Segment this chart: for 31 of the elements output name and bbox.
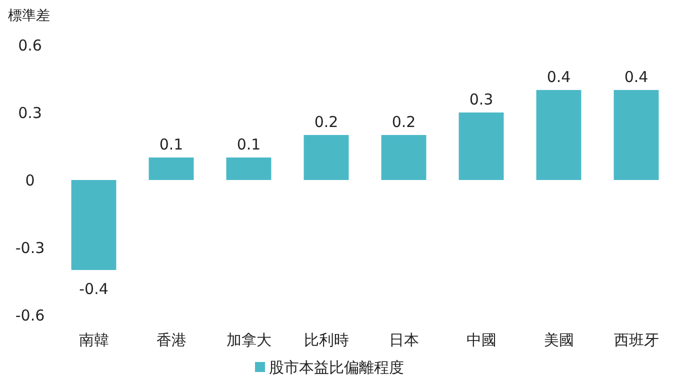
x-tick-label: 日本 [388,331,419,349]
y-tick-label: 0 [25,171,35,190]
bar [536,90,582,180]
x-tick-label: 中國 [466,331,496,349]
x-tick-label: 香港 [156,331,186,349]
bar [458,112,504,180]
data-label: 0.4 [546,68,571,86]
x-tick-label: 比利時 [304,331,349,349]
bar [381,135,426,180]
y-tick-label: -0.3 [15,238,45,257]
data-label: -0.4 [79,280,108,298]
bar [304,135,349,180]
x-tick-label: 南韓 [78,331,109,349]
data-label: 0.1 [159,136,184,154]
data-label: 0.2 [314,113,338,131]
bar [226,158,272,180]
x-tick-label: 美國 [544,331,574,349]
x-tick-label: 加拿大 [226,331,272,349]
y-axis-title: 標準差 [8,8,50,24]
legend-label: 股市本益比偏離程度 [269,358,404,376]
y-tick-label: -0.6 [15,306,45,324]
bar [614,90,659,180]
y-tick-label: 0.3 [18,104,42,122]
data-label: 0.1 [236,136,261,154]
data-label: 0.2 [392,113,416,131]
y-tick-label: 0.6 [18,36,42,54]
data-label: 0.3 [469,90,494,108]
bar [71,180,116,270]
data-label: 0.4 [624,68,648,86]
x-tick-label: 西班牙 [614,331,659,349]
bar [148,158,194,180]
